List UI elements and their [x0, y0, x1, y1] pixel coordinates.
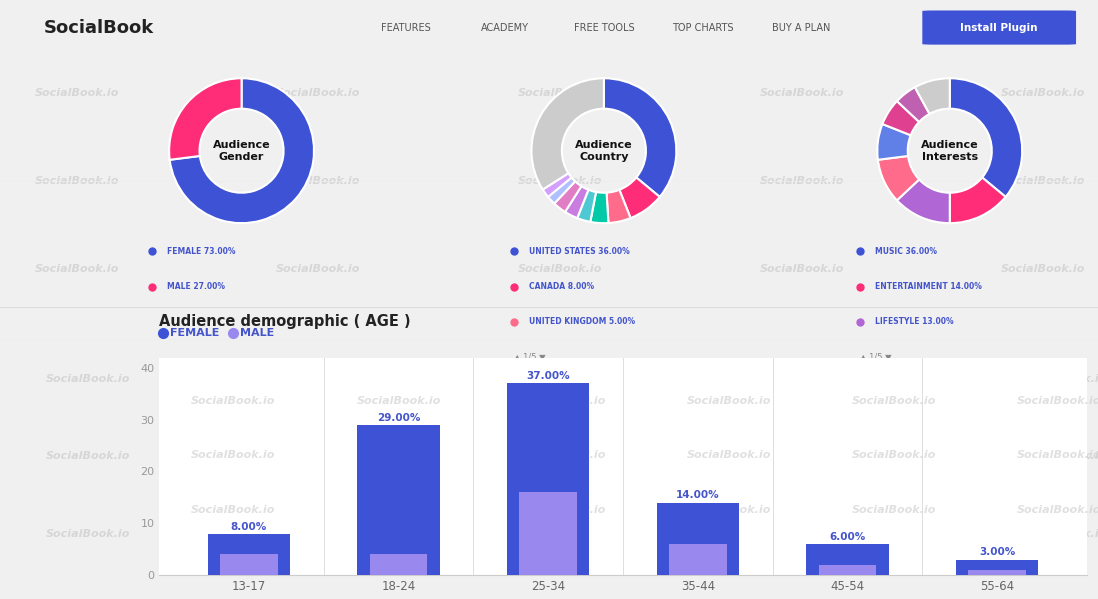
Text: UNITED STATES 36.00%: UNITED STATES 36.00% — [529, 247, 630, 256]
Text: SocialBook.io: SocialBook.io — [632, 374, 716, 383]
Text: SocialBook.io: SocialBook.io — [437, 374, 520, 383]
Bar — [819, 565, 876, 575]
Text: SocialBook.io: SocialBook.io — [277, 176, 360, 186]
Text: SocialBook.io: SocialBook.io — [828, 452, 911, 461]
Text: SocialBook.io: SocialBook.io — [852, 450, 937, 461]
Text: SocialBook.io: SocialBook.io — [242, 452, 325, 461]
Text: SocialBook.io: SocialBook.io — [1023, 374, 1098, 383]
Bar — [657, 503, 739, 575]
Text: FEATURES: FEATURES — [381, 23, 432, 32]
Text: ACADEMY: ACADEMY — [481, 23, 529, 32]
Text: SocialBook.io: SocialBook.io — [852, 505, 937, 515]
Bar — [669, 544, 727, 575]
FancyBboxPatch shape — [922, 10, 1076, 45]
Text: SocialBook.io: SocialBook.io — [518, 88, 602, 98]
Legend: FEMALE, MALE: FEMALE, MALE — [156, 324, 279, 343]
Text: CANADA 8.00%: CANADA 8.00% — [529, 282, 594, 291]
Text: SocialBook.io: SocialBook.io — [191, 450, 276, 461]
Text: SocialBook.io: SocialBook.io — [522, 450, 606, 461]
Text: SocialBook.io: SocialBook.io — [686, 505, 771, 515]
Text: SocialBook.io: SocialBook.io — [191, 505, 276, 515]
Text: SocialBook.io: SocialBook.io — [277, 88, 360, 98]
Text: SocialBook.io: SocialBook.io — [357, 505, 440, 515]
Text: SocialBook.io: SocialBook.io — [46, 452, 130, 461]
Text: SocialBook.io: SocialBook.io — [437, 529, 520, 539]
Text: SocialBook.io: SocialBook.io — [242, 529, 325, 539]
Text: SocialBook.io: SocialBook.io — [46, 529, 130, 539]
Text: SocialBook.io: SocialBook.io — [632, 529, 716, 539]
Text: SocialBook.io: SocialBook.io — [522, 505, 606, 515]
Text: Install Plugin: Install Plugin — [961, 23, 1038, 32]
Text: SocialBook.io: SocialBook.io — [1017, 505, 1098, 515]
Text: SocialBook.io: SocialBook.io — [357, 396, 440, 406]
Text: 6.00%: 6.00% — [829, 532, 865, 542]
Text: SocialBook.io: SocialBook.io — [357, 450, 440, 461]
Text: SocialBook.io: SocialBook.io — [760, 176, 843, 186]
Text: MALE 27.00%: MALE 27.00% — [167, 282, 225, 291]
Text: BUY A PLAN: BUY A PLAN — [772, 23, 831, 32]
Text: SocialBook.io: SocialBook.io — [686, 396, 771, 406]
Text: LIFESTYLE 13.00%: LIFESTYLE 13.00% — [875, 317, 954, 326]
Text: SocialBook.io: SocialBook.io — [760, 264, 843, 274]
Text: SocialBook.io: SocialBook.io — [191, 396, 276, 406]
Text: SocialBook.io: SocialBook.io — [828, 529, 911, 539]
Text: SocialBook.io: SocialBook.io — [1023, 529, 1098, 539]
Bar — [968, 570, 1026, 575]
Text: ENTERTAINMENT 14.00%: ENTERTAINMENT 14.00% — [875, 282, 982, 291]
Text: 14.00%: 14.00% — [676, 491, 720, 501]
Text: 8.00%: 8.00% — [231, 522, 267, 531]
Text: ▲ 1/5 ▼: ▲ 1/5 ▼ — [514, 352, 546, 362]
Bar — [806, 544, 888, 575]
Text: SocialBook: SocialBook — [44, 19, 154, 37]
Text: 37.00%: 37.00% — [526, 371, 570, 382]
Text: SocialBook.io: SocialBook.io — [46, 374, 130, 383]
Text: 29.00%: 29.00% — [377, 413, 421, 423]
Bar — [507, 383, 590, 575]
Text: SocialBook.io: SocialBook.io — [35, 176, 119, 186]
Bar — [221, 554, 278, 575]
Bar — [208, 534, 290, 575]
Text: FEMALE 73.00%: FEMALE 73.00% — [167, 247, 235, 256]
Text: SocialBook.io: SocialBook.io — [522, 396, 606, 406]
Text: SocialBook.io: SocialBook.io — [35, 88, 119, 98]
Text: MUSIC 36.00%: MUSIC 36.00% — [875, 247, 937, 256]
Text: SocialBook.io: SocialBook.io — [1023, 452, 1098, 461]
Text: ▲ 1/5 ▼: ▲ 1/5 ▼ — [860, 352, 892, 362]
Text: SocialBook.io: SocialBook.io — [1017, 450, 1098, 461]
Bar — [519, 492, 578, 575]
Bar — [370, 554, 427, 575]
Text: SocialBook.io: SocialBook.io — [760, 88, 843, 98]
Text: SocialBook.io: SocialBook.io — [437, 452, 520, 461]
Text: SocialBook.io: SocialBook.io — [1001, 176, 1085, 186]
Text: SocialBook.io: SocialBook.io — [852, 396, 937, 406]
Text: FREE TOOLS: FREE TOOLS — [573, 23, 635, 32]
Text: SocialBook.io: SocialBook.io — [518, 264, 602, 274]
Text: SocialBook.io: SocialBook.io — [518, 176, 602, 186]
Text: UNITED KINGDOM 5.00%: UNITED KINGDOM 5.00% — [529, 317, 636, 326]
Text: SocialBook.io: SocialBook.io — [632, 452, 716, 461]
Bar — [956, 559, 1039, 575]
Text: SocialBook.io: SocialBook.io — [686, 450, 771, 461]
Text: SocialBook.io: SocialBook.io — [1017, 396, 1098, 406]
Text: SocialBook.io: SocialBook.io — [242, 374, 325, 383]
Text: TOP CHARTS: TOP CHARTS — [672, 23, 733, 32]
Bar — [358, 425, 440, 575]
Text: SocialBook.io: SocialBook.io — [277, 264, 360, 274]
Text: Audience demographic ( AGE ): Audience demographic ( AGE ) — [159, 314, 411, 329]
Text: 3.00%: 3.00% — [979, 547, 1016, 558]
Text: SocialBook.io: SocialBook.io — [828, 374, 911, 383]
Text: SocialBook.io: SocialBook.io — [1001, 264, 1085, 274]
Text: SocialBook.io: SocialBook.io — [1001, 88, 1085, 98]
Text: SocialBook.io: SocialBook.io — [35, 264, 119, 274]
